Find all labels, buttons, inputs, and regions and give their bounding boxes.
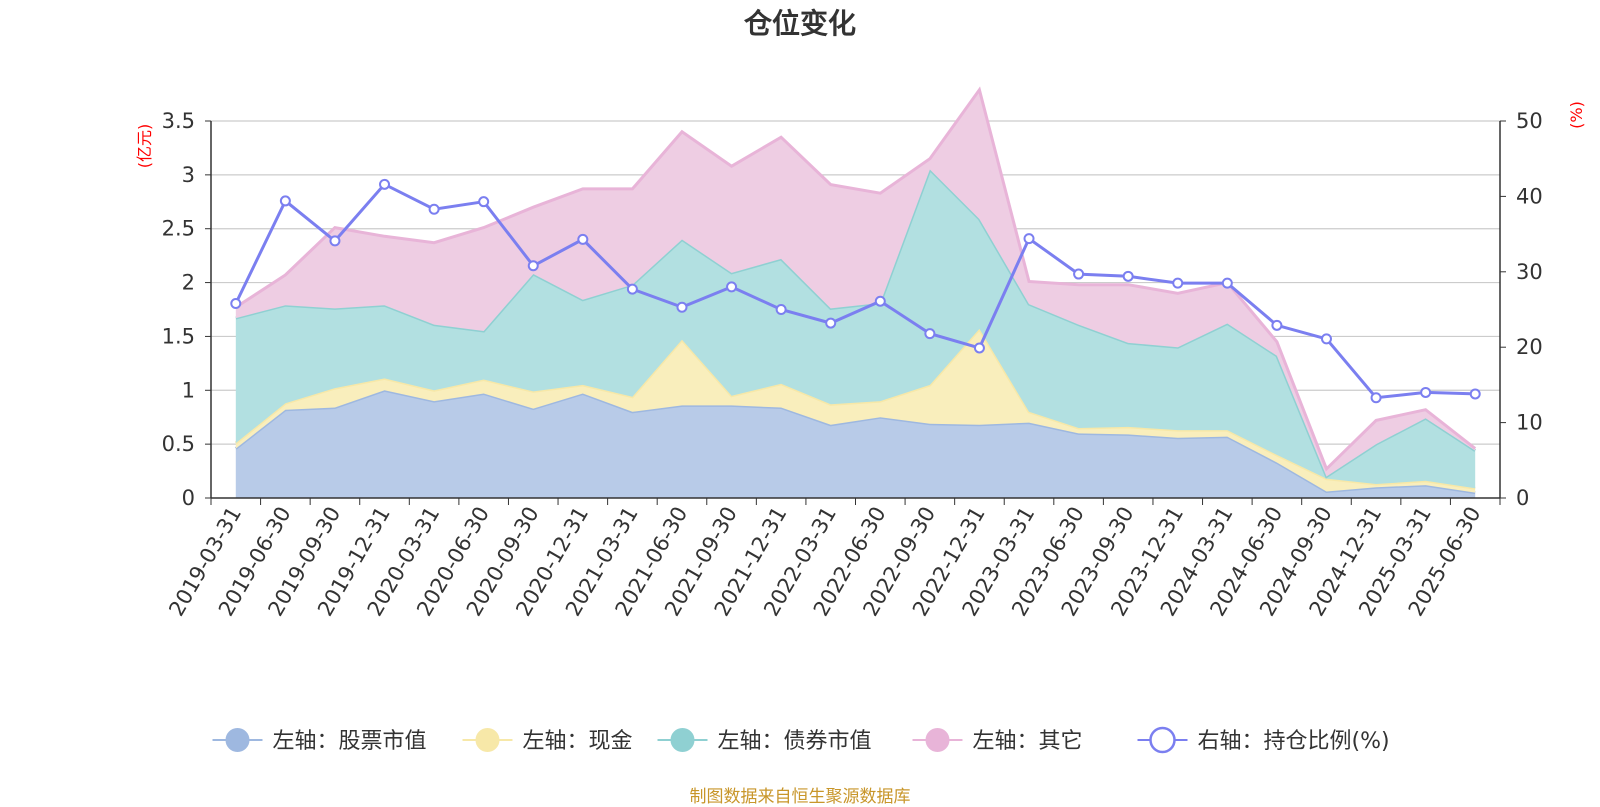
ratio-point bbox=[329, 235, 341, 247]
ratio-point bbox=[428, 203, 440, 215]
legend-marker bbox=[670, 728, 695, 752]
legend-item[interactable]: 左轴：股票市值 bbox=[212, 728, 427, 754]
ratio-point bbox=[874, 295, 886, 307]
ratio-point bbox=[626, 283, 638, 295]
ratio-point bbox=[379, 178, 391, 190]
legend-item[interactable]: 左轴：其它 bbox=[912, 728, 1083, 754]
ratio-point bbox=[973, 342, 985, 354]
left-axis-unit: (亿元) bbox=[135, 124, 154, 169]
left-tick-label: 2.5 bbox=[162, 217, 195, 241]
right-tick-label: 40 bbox=[1516, 184, 1543, 208]
ratio-point bbox=[775, 304, 787, 315]
right-tick-label: 30 bbox=[1516, 260, 1543, 284]
ratio-point bbox=[1221, 277, 1233, 289]
ratio-point bbox=[279, 195, 291, 207]
ratio-point bbox=[726, 281, 738, 293]
legend-marker bbox=[925, 728, 950, 752]
ratio-point bbox=[1370, 392, 1382, 404]
left-tick-label: 0.5 bbox=[162, 432, 195, 456]
source-note: 制图数据来自恒生聚源数据库 bbox=[689, 787, 911, 807]
ratio-line bbox=[230, 178, 1481, 404]
ratio-point bbox=[478, 196, 490, 208]
legend-item[interactable]: 左轴：债券市值 bbox=[657, 728, 872, 754]
ratio-point bbox=[1271, 319, 1283, 331]
ratio-point bbox=[924, 328, 936, 340]
left-tick-label: 3 bbox=[182, 163, 195, 187]
ratio-point bbox=[1469, 388, 1481, 400]
ratio-point bbox=[527, 260, 539, 272]
left-tick-label: 1 bbox=[182, 378, 195, 402]
area-edge bbox=[234, 86, 1477, 472]
left-tick-label: 0 bbox=[182, 486, 195, 510]
legend-label: 左轴：现金 bbox=[523, 729, 633, 754]
chart-title: 仓位变化 bbox=[743, 7, 856, 40]
ratio-point bbox=[1122, 270, 1134, 282]
legend-label: 左轴：股票市值 bbox=[273, 729, 427, 754]
legend-marker bbox=[475, 728, 500, 752]
ratio-point bbox=[230, 297, 242, 309]
left-tick-label: 1.5 bbox=[162, 324, 195, 348]
right-tick-label: 0 bbox=[1516, 486, 1529, 510]
area-edge bbox=[234, 326, 1476, 490]
area-fill bbox=[235, 390, 1476, 498]
area-fill bbox=[235, 328, 1476, 493]
legend-label: 右轴：持仓比例(%) bbox=[1198, 729, 1390, 754]
legend-item[interactable]: 右轴：持仓比例(%) bbox=[1137, 726, 1390, 754]
area-fill bbox=[235, 89, 1476, 477]
legend-item[interactable]: 左轴：现金 bbox=[462, 728, 633, 754]
ratio-line-path bbox=[234, 182, 1476, 400]
legend: 左轴：股票市值 左轴：现金 左轴：债券市值 左轴：其它 右轴：持仓比例(%) bbox=[212, 726, 1390, 754]
ratio-point bbox=[676, 301, 688, 313]
legend-label: 左轴：债券市值 bbox=[718, 729, 872, 754]
right-axis-unit: (%) bbox=[1567, 101, 1586, 129]
right-tick-label: 10 bbox=[1516, 411, 1543, 435]
ratio-point bbox=[1172, 277, 1184, 289]
right-tick-label: 20 bbox=[1516, 335, 1543, 359]
ratio-point bbox=[1320, 333, 1332, 345]
left-tick-label: 2 bbox=[182, 271, 195, 295]
legend-label: 左轴：其它 bbox=[973, 729, 1083, 754]
right-tick-label: 50 bbox=[1516, 109, 1543, 133]
ratio-point bbox=[1073, 268, 1085, 280]
ratio-point bbox=[1420, 386, 1432, 398]
ratio-point bbox=[577, 233, 589, 245]
ratio-point bbox=[825, 317, 837, 329]
area-fill bbox=[235, 169, 1476, 489]
left-tick-label: 3.5 bbox=[162, 109, 195, 133]
ratio-point bbox=[1023, 233, 1035, 245]
legend-marker bbox=[1149, 726, 1176, 754]
stacked-areas bbox=[234, 86, 1477, 498]
legend-marker bbox=[225, 728, 250, 752]
